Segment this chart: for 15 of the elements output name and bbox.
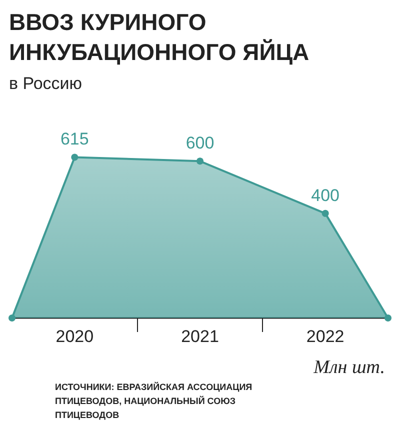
point [8, 314, 16, 322]
point [71, 154, 78, 161]
point [196, 158, 204, 165]
data-label: 400 [311, 186, 340, 205]
x-tick-label: 2022 [306, 327, 344, 346]
x-tick-label: 2020 [56, 327, 94, 346]
text: Млн шт. [312, 357, 386, 378]
point [322, 210, 329, 217]
data-label: 615 [60, 130, 89, 149]
chart-subtitle: в Россию [9, 74, 82, 93]
text: ИСТОЧНИКИ: ЕВРАЗИЙСКАЯ АССОЦИАЦИЯ ПТИЦЕВОДОВ, НАЦИОНАЛЬНЫЙ СОЮЗ ПТИЦЕВОДОВ [55, 381, 255, 420]
x-tick-label: 2021 [181, 327, 219, 346]
data-label: 600 [186, 134, 214, 153]
point [384, 314, 392, 322]
chart-title: ВВОЗ КУРИНОГО ИНКУБАЦИОННОГО ЯЙЦА [9, 9, 310, 65]
